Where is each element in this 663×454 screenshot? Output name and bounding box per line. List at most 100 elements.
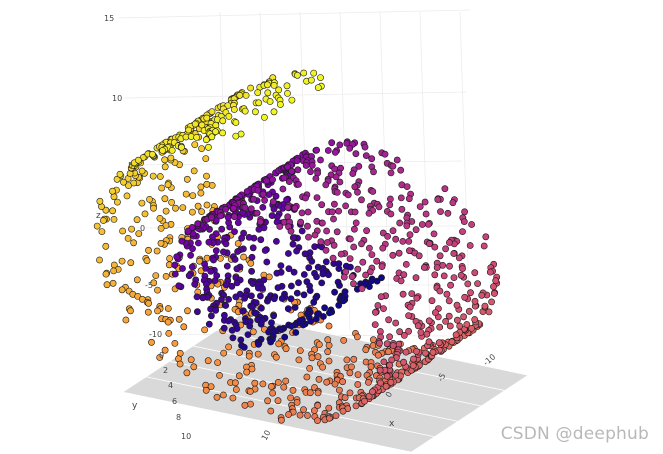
data-point: [280, 383, 288, 391]
data-point: [229, 394, 237, 402]
data-point: [314, 84, 322, 91]
data-point: [287, 322, 295, 330]
data-point: [188, 208, 196, 216]
data-point: [421, 349, 429, 357]
data-point: [440, 272, 448, 280]
data-point: [284, 163, 291, 171]
data-point: [230, 106, 238, 113]
data-point: [246, 388, 254, 395]
floor-gridline: [169, 361, 458, 422]
data-point: [459, 265, 466, 272]
data-point: [280, 174, 288, 182]
x-tick-label: 0: [384, 390, 394, 399]
data-point: [270, 312, 277, 320]
data-point: [187, 356, 195, 364]
data-point: [255, 99, 263, 107]
data-point: [364, 378, 372, 386]
data-point: [274, 284, 282, 292]
gridline: [299, 11, 311, 331]
data-point: [324, 147, 332, 154]
data-point: [293, 157, 301, 165]
data-point: [323, 239, 331, 246]
data-point: [297, 218, 305, 226]
data-point: [109, 207, 116, 215]
data-point: [168, 198, 175, 206]
data-point: [241, 294, 248, 302]
data-point: [335, 265, 343, 272]
data-point: [292, 329, 300, 336]
data-point: [384, 232, 391, 240]
data-point: [354, 371, 362, 378]
data-point: [315, 375, 323, 383]
data-point: [149, 172, 157, 180]
data-point: [205, 238, 213, 246]
data-point: [141, 210, 149, 218]
data-point: [300, 291, 308, 299]
data-point: [183, 175, 191, 183]
data-point: [392, 319, 400, 327]
data-point: [474, 280, 481, 287]
data-point: [214, 359, 221, 366]
data-point: [351, 208, 359, 216]
data-point: [303, 373, 311, 381]
data-point: [374, 351, 382, 359]
data-point: [282, 345, 290, 353]
data-point: [471, 297, 479, 305]
data-point: [247, 84, 254, 92]
data-point: [410, 355, 417, 363]
data-point: [376, 379, 384, 387]
data-point: [429, 348, 437, 356]
data-point: [124, 234, 132, 242]
data-point: [143, 257, 151, 265]
data-point: [322, 181, 330, 189]
data-point: [109, 187, 116, 195]
data-point: [176, 360, 184, 368]
data-point: [310, 69, 318, 77]
z-tick-label: 5: [128, 161, 133, 170]
data-point: [247, 400, 254, 408]
data-point: [201, 326, 208, 334]
data-point: [490, 283, 497, 290]
data-point: [346, 255, 354, 262]
data-point: [282, 377, 290, 385]
data-point: [128, 225, 135, 233]
data-point: [324, 348, 332, 356]
data-point: [102, 206, 110, 214]
data-point: [161, 195, 169, 203]
data-point: [208, 108, 216, 116]
data-point: [399, 290, 407, 298]
data-point: [380, 358, 388, 366]
data-point: [248, 267, 255, 275]
data-point: [302, 194, 309, 202]
y-tick-label: 0: [159, 351, 164, 360]
data-point: [340, 336, 348, 344]
data-point: [289, 234, 297, 242]
data-point: [247, 292, 255, 300]
data-point: [175, 315, 183, 323]
data-point: [312, 175, 320, 182]
gridline: [117, 9, 471, 19]
data-point: [307, 317, 315, 325]
data-point: [287, 394, 294, 402]
data-point: [257, 304, 265, 312]
data-point: [265, 191, 273, 198]
data-point: [431, 309, 439, 316]
data-point: [412, 347, 420, 355]
data-point: [203, 172, 210, 180]
data-point: [397, 166, 405, 174]
data-point: [354, 188, 361, 196]
data-point: [332, 412, 340, 419]
data-point: [154, 307, 161, 315]
data-point: [352, 402, 360, 410]
data-point: [244, 331, 252, 338]
data-point: [138, 167, 146, 175]
data-point: [350, 225, 358, 233]
data-point: [220, 324, 228, 332]
data-point: [230, 204, 237, 212]
data-point: [417, 328, 425, 336]
data-point: [335, 301, 343, 309]
data-point: [408, 290, 416, 297]
data-point: [359, 258, 367, 266]
data-point: [346, 389, 354, 397]
data-point: [264, 397, 271, 405]
